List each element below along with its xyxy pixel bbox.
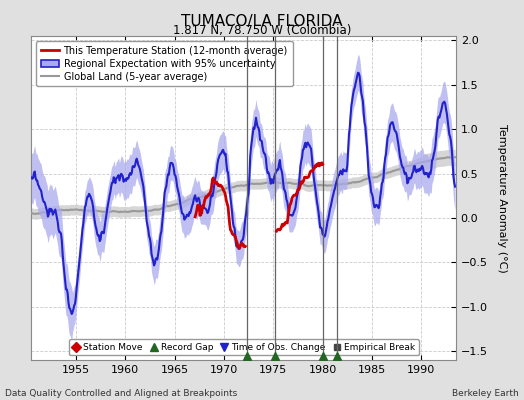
Y-axis label: Temperature Anomaly (°C): Temperature Anomaly (°C) (497, 124, 507, 272)
Text: 1.817 N, 78.750 W (Colombia): 1.817 N, 78.750 W (Colombia) (173, 24, 351, 37)
Text: Berkeley Earth: Berkeley Earth (452, 389, 519, 398)
Text: Data Quality Controlled and Aligned at Breakpoints: Data Quality Controlled and Aligned at B… (5, 389, 237, 398)
Text: TUMACO/LA FLORIDA: TUMACO/LA FLORIDA (181, 14, 343, 29)
Legend: Station Move, Record Gap, Time of Obs. Change, Empirical Break: Station Move, Record Gap, Time of Obs. C… (69, 339, 419, 356)
